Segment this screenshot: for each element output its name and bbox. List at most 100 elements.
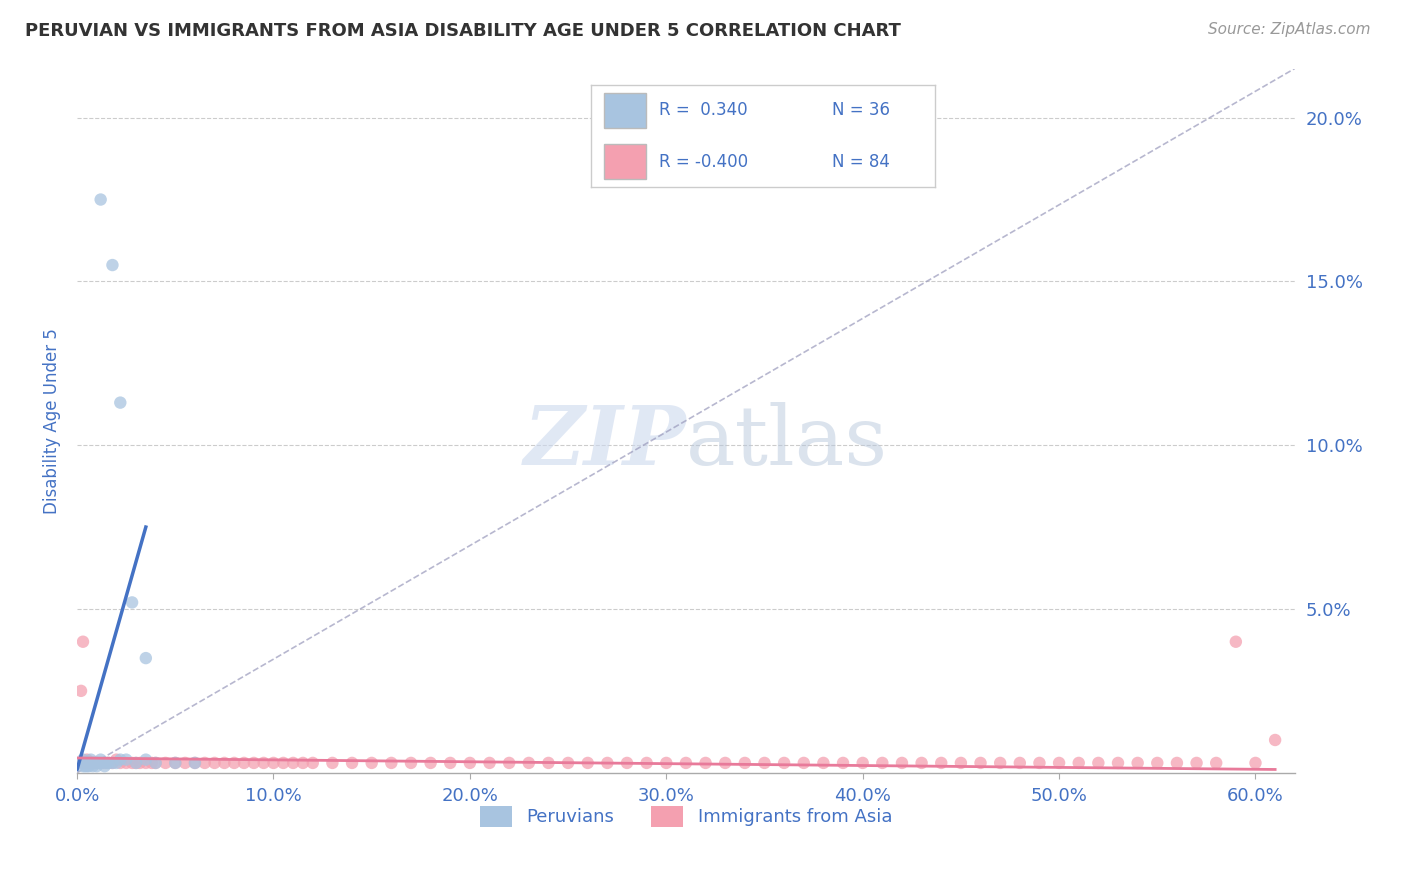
Point — [73, 759, 96, 773]
Point — [121, 756, 143, 770]
Point — [616, 756, 638, 770]
Point — [301, 756, 323, 770]
Point — [478, 756, 501, 770]
Point — [105, 753, 128, 767]
Point — [72, 634, 94, 648]
Point — [96, 756, 118, 770]
Text: R =  0.340: R = 0.340 — [659, 102, 748, 120]
Point — [1067, 756, 1090, 770]
Point — [83, 756, 105, 770]
Point — [419, 756, 441, 770]
Point — [76, 756, 98, 770]
Point — [82, 756, 104, 770]
Point — [969, 756, 991, 770]
Point — [129, 756, 152, 770]
Point — [340, 756, 363, 770]
Point — [1264, 733, 1286, 747]
Point — [380, 756, 402, 770]
Point — [145, 756, 167, 770]
FancyBboxPatch shape — [605, 145, 645, 179]
Point — [101, 756, 124, 770]
Text: ZIP: ZIP — [523, 401, 686, 482]
Point — [498, 756, 520, 770]
Point — [714, 756, 737, 770]
Point — [73, 756, 96, 770]
Point — [135, 651, 157, 665]
Point — [695, 756, 717, 770]
Point — [891, 756, 914, 770]
Point — [754, 756, 776, 770]
Point — [83, 756, 105, 770]
Point — [291, 756, 314, 770]
Point — [76, 759, 98, 773]
Point — [517, 756, 540, 770]
Point — [76, 753, 98, 767]
Point — [1008, 756, 1031, 770]
Point — [72, 756, 94, 770]
Point — [73, 756, 96, 770]
Point — [184, 756, 207, 770]
FancyBboxPatch shape — [605, 93, 645, 128]
Point — [458, 756, 481, 770]
Point — [70, 684, 93, 698]
Point — [155, 756, 177, 770]
Point — [281, 756, 304, 770]
Point — [86, 756, 108, 770]
Point — [110, 753, 132, 767]
Point — [194, 756, 217, 770]
Point — [1185, 756, 1208, 770]
Point — [224, 756, 246, 770]
Point — [813, 756, 835, 770]
Point — [90, 756, 112, 770]
Point — [832, 756, 855, 770]
Point — [135, 756, 157, 770]
Point — [101, 756, 124, 770]
Point — [90, 193, 112, 207]
Point — [872, 756, 894, 770]
Point — [165, 756, 187, 770]
Point — [135, 753, 157, 767]
Point — [204, 756, 226, 770]
Point — [91, 756, 114, 770]
Point — [655, 756, 678, 770]
Point — [93, 756, 115, 770]
Text: Source: ZipAtlas.com: Source: ZipAtlas.com — [1208, 22, 1371, 37]
Point — [263, 756, 285, 770]
Point — [86, 759, 108, 773]
Point — [145, 756, 167, 770]
Point — [77, 756, 100, 770]
Point — [184, 756, 207, 770]
Point — [125, 756, 148, 770]
Point — [141, 756, 163, 770]
Point — [87, 756, 110, 770]
Point — [1225, 634, 1247, 648]
Text: N = 84: N = 84 — [832, 153, 890, 170]
Text: atlas: atlas — [686, 401, 889, 482]
Point — [121, 595, 143, 609]
Point — [675, 756, 697, 770]
Point — [399, 756, 422, 770]
Point — [321, 756, 343, 770]
Text: N = 36: N = 36 — [832, 102, 890, 120]
Point — [101, 258, 124, 272]
Point — [72, 759, 94, 773]
Point — [596, 756, 619, 770]
Point — [110, 395, 132, 409]
Point — [233, 756, 256, 770]
Point — [929, 756, 952, 770]
Point — [734, 756, 756, 770]
Text: R = -0.400: R = -0.400 — [659, 153, 748, 170]
Point — [1087, 756, 1109, 770]
Point — [125, 756, 148, 770]
Point — [273, 756, 295, 770]
Point — [988, 756, 1011, 770]
Point — [1047, 756, 1070, 770]
Point — [97, 756, 120, 770]
Point — [72, 753, 94, 767]
Point — [773, 756, 796, 770]
Point — [1166, 756, 1188, 770]
Point — [949, 756, 972, 770]
Point — [82, 756, 104, 770]
Point — [115, 756, 138, 770]
Point — [82, 759, 104, 773]
